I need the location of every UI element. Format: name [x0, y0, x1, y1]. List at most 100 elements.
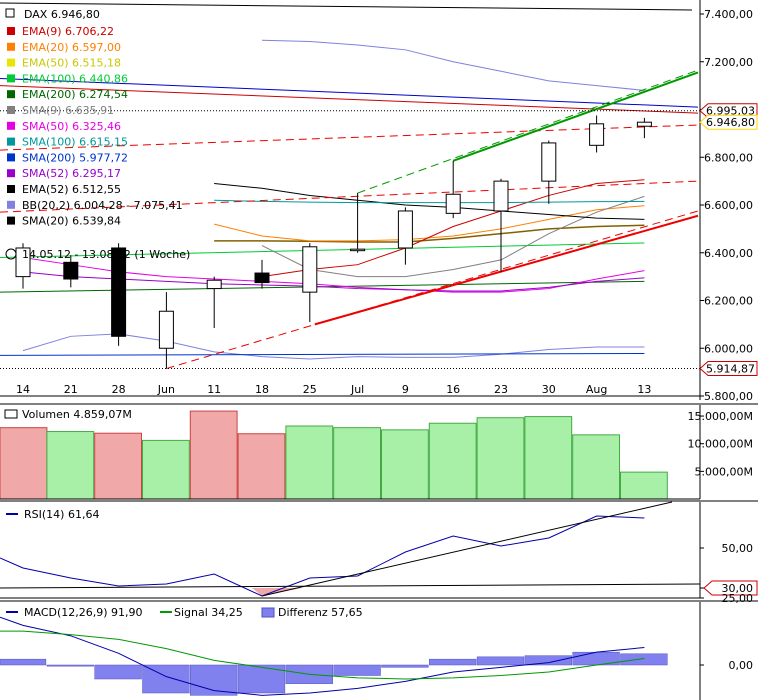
candle-body	[636, 121, 652, 127]
legend-label: EMA(200) 6.274,54	[22, 88, 128, 101]
candle-body	[63, 261, 79, 280]
x-axis-label: 23	[494, 383, 508, 396]
x-axis-label: 18	[255, 383, 269, 396]
volume-panel: 15.000,00M 10.000,00M 5.000,00M Volumen 4.8…	[0, 403, 758, 500]
x-axis-label: 16	[446, 383, 460, 396]
x-axis-label: Jun	[157, 383, 175, 396]
legend-swatch	[7, 27, 15, 35]
price-tick-label: 6.600,00	[704, 199, 753, 212]
legend-swatch	[7, 90, 15, 99]
price-marker-tag	[699, 361, 758, 377]
macd-histogram-bar	[46, 664, 94, 667]
x-axis-label: 13	[637, 383, 651, 396]
price-marker-label: 6.946,80	[706, 116, 755, 129]
red-dashed-lower-channel	[166, 210, 699, 370]
sma100-line	[214, 199, 645, 204]
candle-body	[397, 210, 413, 249]
price-tick-label: 6.800,00	[704, 151, 753, 164]
price-tick-label: 5.800,00	[704, 390, 753, 403]
rsi-trendline	[261, 501, 673, 597]
x-axis-label: Aug	[586, 383, 607, 396]
legend-label: EMA(52) 6.512,55	[22, 183, 121, 196]
price-tick-label: 6.400,00	[704, 247, 753, 260]
legend-swatch	[7, 42, 15, 51]
red-support-trendline	[314, 214, 699, 326]
top-trendline	[0, 2, 693, 11]
volume-bar	[285, 425, 334, 500]
ema9-line	[261, 179, 645, 278]
candle-body	[493, 180, 509, 212]
x-axis-label: 28	[112, 383, 126, 396]
legend-label: SMA(200) 5.977,72	[22, 151, 128, 164]
legend-label: EMA(9) 6.706,22	[22, 25, 114, 38]
volume-tick-label: 15.000,00M	[688, 410, 753, 423]
rsi-level-tag	[703, 580, 758, 596]
candle-body	[206, 279, 222, 290]
rsi-line	[0, 515, 645, 597]
legend-label: EMA(50) 6.515,18	[22, 57, 121, 70]
green-dashed-trendline	[357, 69, 699, 194]
volume-bar	[476, 417, 525, 500]
macd-histogram-bar	[476, 656, 525, 666]
diff-label: Differenz 57,65	[278, 606, 363, 619]
legend-label: SMA(20) 6.539,84	[22, 215, 121, 228]
rsi-30-line	[0, 583, 701, 589]
macd-histogram-bar	[142, 664, 190, 694]
instrument-label: DAX 6.946,80	[24, 8, 100, 21]
x-axis-label: 14	[16, 383, 30, 396]
legend-swatch	[7, 58, 15, 67]
legend-swatch	[7, 200, 15, 209]
candle-body	[350, 248, 366, 252]
macd-histogram-bar	[429, 658, 477, 666]
rsi-tick-label: 25,00	[722, 592, 754, 605]
legend-label: BB(20,2) 6.004,28 - 7.075,41	[22, 199, 183, 212]
legend-label: SMA(50) 6.325,46	[22, 120, 121, 133]
volume-bar	[237, 433, 286, 500]
candle-body	[541, 142, 557, 182]
macd-histogram-bar	[620, 653, 668, 666]
price-marker-label: 5.914,87	[706, 363, 755, 376]
volume-bar	[142, 439, 190, 500]
candle-body	[254, 272, 270, 284]
legend-swatch	[7, 137, 15, 146]
x-axis-label: 21	[64, 383, 78, 396]
macd-histogram-bar	[94, 664, 142, 680]
legend-swatch	[7, 121, 15, 130]
green-resistance-trendline	[452, 71, 699, 162]
ema-upper-red-line	[0, 85, 699, 114]
period-label: 14.05.12 - 13.08.12 (1 Woche)	[22, 248, 190, 261]
x-axis-label: Jul	[350, 383, 364, 396]
volume-bar	[524, 416, 573, 500]
legend-label: SMA(52) 6.295,17	[22, 167, 121, 180]
legend-label: EMA(20) 6.597,00	[22, 41, 121, 54]
volume-icon	[4, 409, 18, 419]
sma50-line	[22, 257, 645, 293]
volume-bar	[94, 432, 142, 500]
macd-tick-label: 0,00	[729, 659, 754, 672]
candle-body	[15, 247, 31, 278]
volume-label: Volumen 4.859,07M	[22, 408, 132, 421]
x-axis-label: 30	[542, 383, 556, 396]
ema100-line	[0, 242, 645, 259]
diff-swatch	[261, 607, 275, 618]
volume-bar	[189, 410, 238, 500]
volume-bar	[381, 429, 429, 500]
ema-upper-blue-line	[0, 77, 699, 108]
sma52-line	[22, 271, 645, 292]
legend-label: SMA(9) 6.635,91	[22, 104, 114, 117]
candle-body	[589, 123, 605, 146]
x-axis-label: 25	[303, 383, 317, 396]
volume-tick-label: 10.000,00M	[688, 438, 753, 451]
legend-swatch	[7, 106, 15, 114]
signal-label: Signal 34,25	[174, 606, 243, 619]
clock-icon	[5, 248, 17, 260]
x-axis-label: 9	[402, 383, 409, 396]
ema50-line	[214, 224, 645, 243]
macd-label: MACD(12,26,9) 91,90	[24, 606, 143, 619]
volume-bar	[572, 434, 621, 500]
volume-bar	[428, 422, 477, 500]
instrument-checkbox[interactable]	[5, 8, 15, 18]
sma200-line	[0, 353, 645, 356]
legend-swatch	[7, 216, 15, 225]
candle-body	[158, 310, 174, 349]
